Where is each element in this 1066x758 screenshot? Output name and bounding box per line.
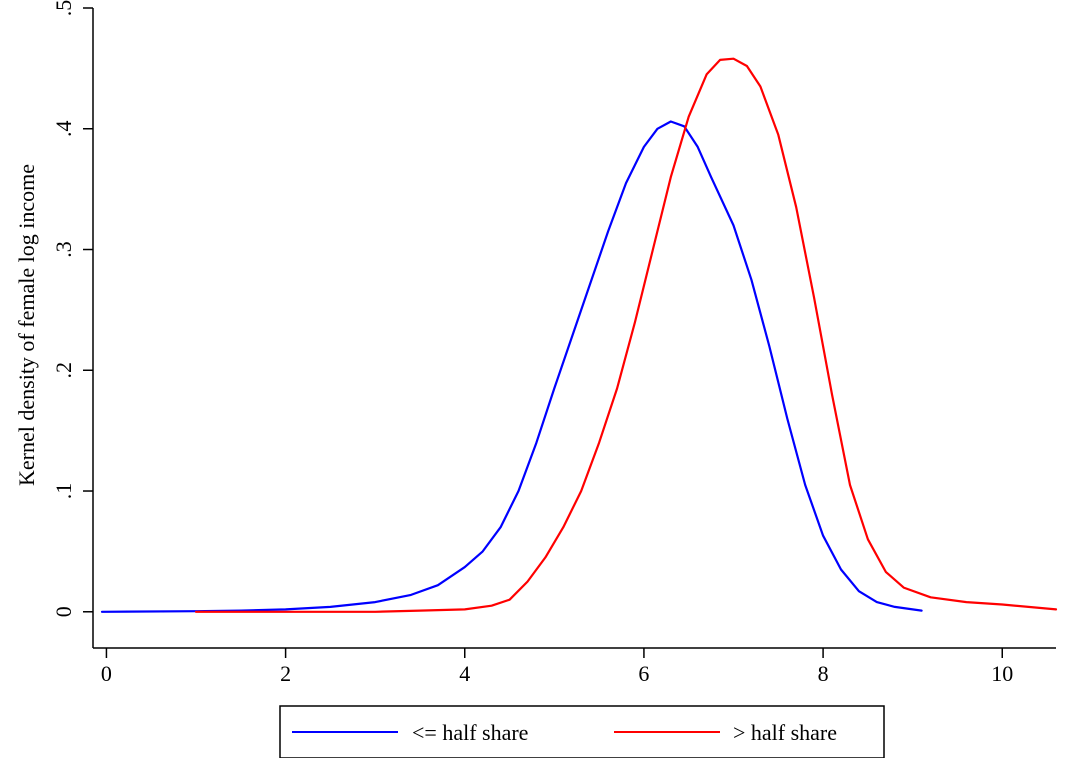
y-axis: 0 .1 .2 .3 .4 .5 (51, 0, 94, 648)
series-line-0 (100, 120, 923, 613)
legend: <= half share > half share (279, 705, 885, 758)
x-tick-label: 8 (818, 661, 829, 686)
series-layer (100, 57, 1058, 613)
x-tick-label: 2 (280, 661, 291, 686)
x-tick-label: 10 (991, 661, 1013, 686)
x-tick-label: 4 (459, 661, 470, 686)
y-tick-label: .1 (51, 483, 76, 500)
legend-label-le-half: <= half share (412, 720, 528, 745)
legend-label-gt-half: > half share (733, 720, 837, 745)
y-tick-label: .4 (51, 121, 76, 138)
y-tick-label: .2 (51, 362, 76, 379)
y-tick-label: .3 (51, 241, 76, 258)
x-tick-label: 6 (638, 661, 649, 686)
x-tick-label: 0 (101, 661, 112, 686)
y-tick-label: 0 (51, 606, 76, 617)
y-tick-label: .5 (51, 0, 76, 16)
series-line-1 (194, 57, 1058, 613)
x-axis: 0 2 4 6 8 10 (93, 647, 1056, 686)
y-axis-title: Kernel density of female log income (14, 164, 39, 486)
